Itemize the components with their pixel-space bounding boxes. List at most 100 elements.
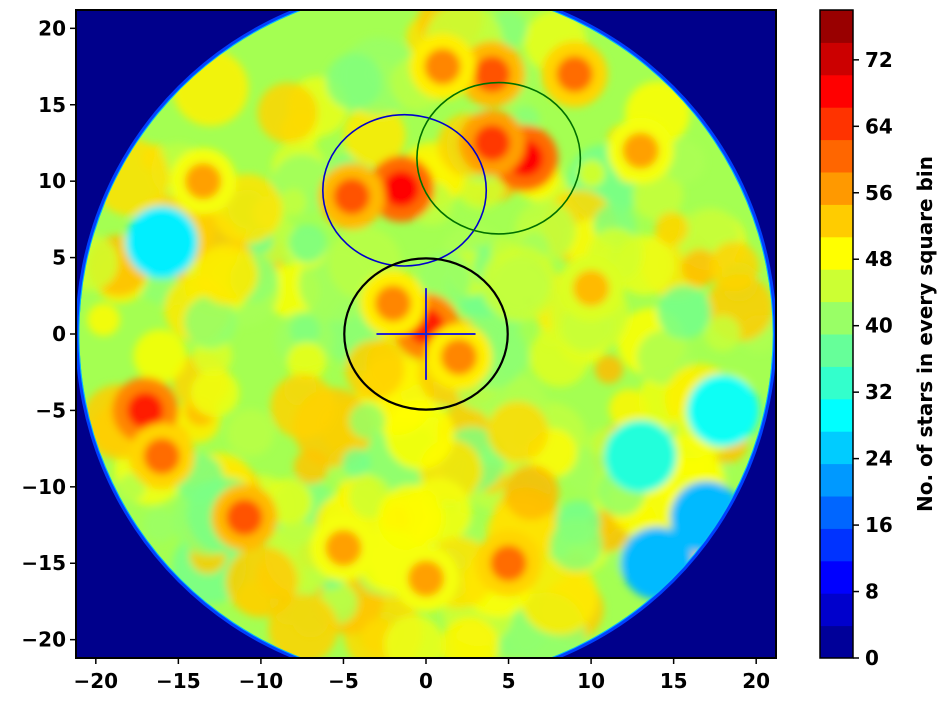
texture-patch <box>384 615 444 658</box>
colorbar-level <box>820 496 853 529</box>
hotspot <box>127 392 164 429</box>
x-tick-label: 5 <box>502 669 516 693</box>
hotspot <box>440 338 478 376</box>
texture-patch <box>343 104 406 167</box>
colorbar-level <box>820 42 853 76</box>
hotspot <box>226 499 263 536</box>
hotspot <box>184 163 222 200</box>
colorbar-tick-label: 24 <box>865 447 893 471</box>
y-tick-label: 20 <box>38 16 66 40</box>
colorbar-level <box>820 463 853 497</box>
texture-patch <box>117 473 146 502</box>
x-tick-label: 10 <box>577 669 605 693</box>
texture-patch <box>226 409 275 457</box>
y-tick-label: 5 <box>52 246 66 270</box>
y-tick-label: 0 <box>52 322 66 346</box>
x-tick-label: −15 <box>156 669 201 693</box>
colorbar-level <box>820 172 853 205</box>
colorbar <box>819 9 854 659</box>
texture-patch <box>289 314 321 346</box>
colorbar-level <box>820 301 853 335</box>
texture-patch <box>225 545 298 618</box>
y-tick-label: −20 <box>21 628 66 652</box>
texture-patch <box>709 241 760 292</box>
texture-patch <box>636 330 692 385</box>
colorbar-tick-label: 40 <box>865 314 893 338</box>
colorbar-level <box>820 10 853 43</box>
coldspot <box>686 374 760 447</box>
hotspot <box>325 529 362 567</box>
colorbar-level <box>820 528 853 562</box>
hotspot <box>473 56 511 93</box>
colorbar-level <box>820 593 853 627</box>
colorbar-level <box>820 366 853 400</box>
annotation-circle <box>322 113 488 267</box>
colorbar-label: No. of stars in every square bin <box>913 156 937 512</box>
colorbar-tick-label: 72 <box>865 48 893 72</box>
coldspot <box>125 205 199 279</box>
heatmap-field <box>76 10 776 658</box>
x-tick-label: −5 <box>328 669 359 693</box>
texture-patch <box>257 82 318 144</box>
x-tick-label: 15 <box>660 669 688 693</box>
hotspot <box>143 438 181 475</box>
y-tick-label: −15 <box>21 551 66 575</box>
colorbar-tick-label: 64 <box>865 114 893 138</box>
colorbar-level <box>820 107 853 141</box>
texture-patch <box>549 518 603 572</box>
colorbar-tick-label: 0 <box>865 646 879 670</box>
y-tick-label: −10 <box>21 475 66 499</box>
texture-patch <box>655 211 689 246</box>
colorbar-level <box>820 236 853 270</box>
colorbar-level <box>820 398 853 432</box>
x-tick-label: 0 <box>419 669 433 693</box>
texture-patch <box>503 464 559 520</box>
texture-patch <box>87 303 120 337</box>
colorbar-tick-label: 32 <box>865 380 893 404</box>
annotation-circle <box>416 81 582 235</box>
texture-patch <box>578 159 606 187</box>
texture-patch <box>385 400 455 470</box>
x-axis: −20 −15 −10 −5 0 5 10 15 20 <box>74 658 770 693</box>
hotspot <box>424 48 461 85</box>
coldspot <box>604 419 677 493</box>
hotspot <box>383 170 420 207</box>
texture-patch <box>268 593 339 658</box>
colorbar-level <box>820 74 853 108</box>
colorbar-tick-label: 8 <box>865 580 879 604</box>
texture-patch <box>704 315 741 352</box>
texture-patch <box>184 295 238 349</box>
texture-patch <box>270 373 336 439</box>
hotspot <box>374 285 412 322</box>
texture-patch <box>142 508 177 543</box>
x-tick-label: −10 <box>239 669 284 693</box>
texture-patch <box>196 243 258 306</box>
colorbar-level <box>820 625 853 659</box>
texture-patch <box>287 341 327 382</box>
texture-patch <box>279 188 307 216</box>
colorbar-level <box>820 431 853 465</box>
hotspot <box>407 560 445 597</box>
colorbar-level <box>820 560 853 594</box>
texture-patch <box>191 369 239 418</box>
x-tick-label: 20 <box>742 669 770 693</box>
hotspot <box>490 545 527 582</box>
colorbar-frame <box>819 9 854 659</box>
colorbar-level <box>820 334 853 367</box>
hotspot <box>473 124 511 162</box>
colorbar-axis: 0 8 16 24 32 40 48 56 64 72 <box>853 48 893 670</box>
texture-patch <box>288 224 327 263</box>
texture-patch <box>681 249 719 287</box>
texture-patch <box>326 53 383 110</box>
colorbar-tick-label: 56 <box>865 181 893 205</box>
y-tick-label: 15 <box>38 93 66 117</box>
y-tick-label: 10 <box>38 169 66 193</box>
y-axis: 20 15 10 5 0 −5 −10 −15 −20 <box>21 16 76 652</box>
colorbar-level <box>820 139 853 173</box>
colorbar-tick-label: 16 <box>865 513 893 537</box>
hotspot <box>556 56 593 93</box>
x-tick-label: −20 <box>74 669 119 693</box>
texture-patch <box>417 252 472 306</box>
hotspot <box>572 269 610 307</box>
